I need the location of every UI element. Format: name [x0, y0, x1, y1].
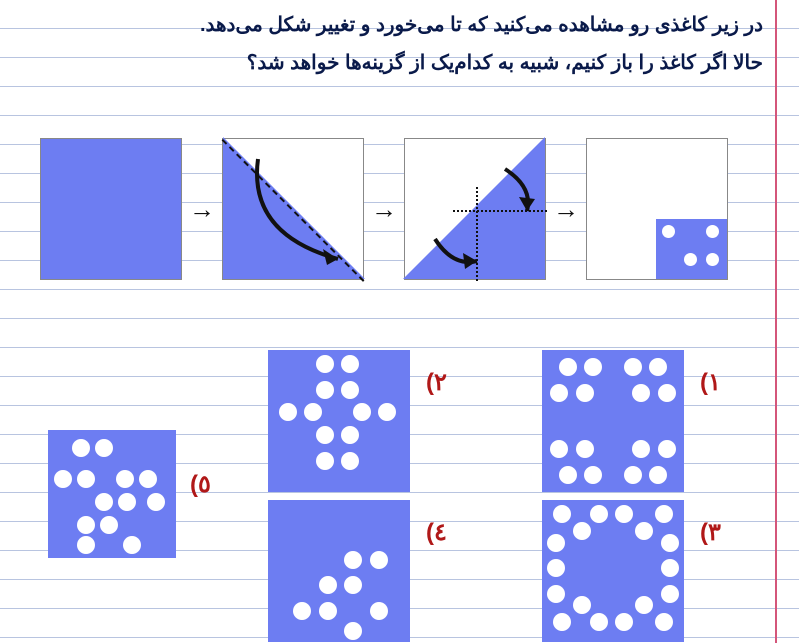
hole-dot: [655, 505, 673, 523]
stage3-triangle: [403, 137, 545, 279]
stage3-hfold: [453, 210, 547, 212]
hole-dot: [550, 384, 568, 402]
hole-dot: [559, 358, 577, 376]
hole-dot: [615, 613, 633, 631]
hole-dot: [344, 551, 362, 569]
hole-dot: [139, 470, 157, 488]
notebook-margin-line: [775, 0, 777, 643]
hole-dot: [353, 403, 371, 421]
hole-dot: [559, 466, 577, 484]
arrow-3: →: [546, 194, 586, 225]
hole-dot: [655, 613, 673, 631]
hole-dot: [576, 440, 594, 458]
hole-dot: [590, 613, 608, 631]
hole-dot: [116, 470, 134, 488]
hole-dot: [547, 585, 565, 603]
hole-dot: [316, 426, 334, 444]
hole-dot: [624, 358, 642, 376]
hole-dot: [54, 470, 72, 488]
hole-dot: [123, 536, 141, 554]
hole-dot: [95, 439, 113, 457]
hole-dot: [370, 551, 388, 569]
hole-dot: [370, 602, 388, 620]
hole-dot: [635, 522, 653, 540]
hole-dot: [77, 536, 95, 554]
hole-dot: [661, 585, 679, 603]
hole-dot: [77, 470, 95, 488]
hole-dot: [649, 358, 667, 376]
fold-stage-2: [222, 138, 364, 280]
stage3-vfold: [476, 187, 478, 281]
hole-dot: [341, 426, 359, 444]
option-1: [542, 350, 684, 492]
hole-dot: [573, 596, 591, 614]
question-line-2: حالا اگر کاغذ را باز کنیم، شبیه به کدام‌…: [247, 50, 763, 75]
hole-dot: [279, 403, 297, 421]
hole-dot: [293, 602, 311, 620]
option-4: [268, 500, 410, 642]
hole-dot: [72, 439, 90, 457]
option-2: [268, 350, 410, 492]
hole-dot: [100, 516, 118, 534]
hole-dot: [304, 403, 322, 421]
hole-dot: [624, 466, 642, 484]
hole-dot: [344, 576, 362, 594]
hole-dot: [658, 384, 676, 402]
hole-dot: [316, 381, 334, 399]
option-3: [542, 500, 684, 642]
hole-dot: [576, 384, 594, 402]
hole-dot: [341, 381, 359, 399]
hole-dot: [573, 522, 591, 540]
hole-dot: [344, 622, 362, 640]
hole-dot: [319, 576, 337, 594]
hole-dot: [661, 559, 679, 577]
question-line-1: در زیر کاغذی رو مشاهده می‌کنید که تا می‌…: [200, 12, 763, 37]
hole-dot: [661, 534, 679, 552]
stage4-folded-square: [656, 219, 727, 279]
hole-dot: [77, 516, 95, 534]
stage2-triangle: [223, 137, 365, 279]
hole-dot: [316, 452, 334, 470]
option-3-label: ۳): [700, 518, 721, 547]
arrow-1: →: [182, 194, 222, 225]
option-5-label: ٥): [190, 470, 211, 499]
hole-dot: [632, 384, 650, 402]
fold-stage-4: [586, 138, 728, 280]
hole-dot: [147, 493, 165, 511]
hole-dot: [584, 466, 602, 484]
hole-dot: [341, 452, 359, 470]
hole-dot: [95, 493, 113, 511]
hole-dot: [378, 403, 396, 421]
option-2-label: ۲): [426, 368, 447, 397]
hole-dot: [319, 602, 337, 620]
hole-dot: [316, 355, 334, 373]
hole-dot: [584, 358, 602, 376]
hole-dot: [341, 355, 359, 373]
hole-dot: [553, 505, 571, 523]
hole-dot: [550, 440, 568, 458]
hole-dot: [547, 559, 565, 577]
arrow-2: →: [364, 194, 404, 225]
fold-sequence: → → →: [40, 138, 728, 280]
hole-dot: [658, 440, 676, 458]
hole-dot: [118, 493, 136, 511]
option-1-label: ۱): [700, 368, 721, 397]
hole-dot: [635, 596, 653, 614]
hole-dot: [553, 613, 571, 631]
option-4-label: ٤): [426, 518, 447, 547]
option-5: [48, 430, 176, 558]
hole-dot: [547, 534, 565, 552]
fold-stage-3: [404, 138, 546, 280]
hole-dot: [590, 505, 608, 523]
fold-stage-1: [40, 138, 182, 280]
hole-dot: [632, 440, 650, 458]
hole-dot: [649, 466, 667, 484]
hole-dot: [615, 505, 633, 523]
